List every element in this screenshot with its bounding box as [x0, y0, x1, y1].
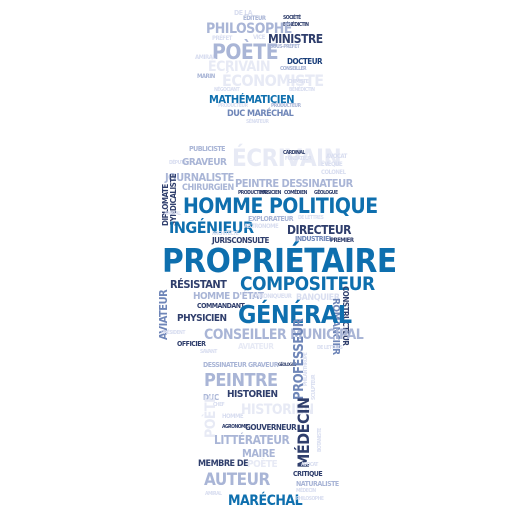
- word: GÉOLOGUE: [278, 362, 297, 367]
- word: COMPOSITEUR: [240, 273, 375, 295]
- word: PRODUCTEUR: [238, 190, 268, 196]
- word: ÉVÊQUE: [321, 161, 343, 168]
- word: VICE: [253, 34, 265, 41]
- word: ÉCRIVAIN: [232, 144, 342, 172]
- word: PROPRIÉTAIRE: [162, 241, 397, 280]
- word: PRODUCTEUR: [271, 103, 301, 109]
- word: DÉPUTÉ: [169, 160, 186, 166]
- word: BÉNÉDICTIN: [289, 87, 315, 93]
- word: AUTEUR: [204, 470, 270, 490]
- word: DOCTEUR: [287, 57, 323, 66]
- word: ÉCRIVAIN: [208, 59, 271, 75]
- word: DESSINATEUR GRAVEUR: [203, 361, 279, 369]
- word: BÉNÉDICTIN: [283, 22, 309, 28]
- word: PHILOSOPHE: [296, 496, 324, 502]
- word: POÈTE: [203, 394, 219, 438]
- word: MEMBRE DE: [198, 459, 249, 469]
- word: INGÉNIEUR: [169, 218, 254, 237]
- word: RÉSISTANT: [170, 278, 227, 291]
- word: DE LETTRES: [298, 215, 324, 221]
- word: ÉCONOMISTE: [222, 71, 324, 90]
- word: JURISCONSULTE: [212, 236, 269, 245]
- word: AVOCAT: [326, 153, 347, 160]
- word: CHRONIQUEUR: [252, 293, 292, 300]
- word: PREMIER: [330, 237, 354, 244]
- word: COMÉDIEN: [284, 190, 307, 196]
- word: SÉNATEUR: [246, 119, 269, 125]
- word: INDUSTRIEL: [295, 235, 333, 243]
- word: MÉDECIN: [294, 397, 313, 468]
- word: HOMME POLITIQUE: [183, 194, 378, 218]
- word: DUC MARÉCHAL: [227, 109, 294, 119]
- word: CONSEILLER MUNICIPAL: [204, 327, 364, 343]
- word: SOCIÉTÉ: [283, 15, 301, 21]
- word: BANQUIER: [296, 293, 340, 303]
- word: PUBLICISTE: [189, 145, 225, 153]
- word: LITTÉRATEUR: [214, 433, 290, 447]
- word: GRAVEUR: [182, 157, 227, 168]
- word: AVOCAT: [301, 462, 318, 468]
- word: BOTANISTE: [317, 428, 323, 452]
- word: POÈTE: [247, 459, 278, 470]
- word: PRÉSIDENT: [161, 330, 185, 336]
- word: ÉDITEUR: [243, 15, 266, 22]
- word: ARCHITECTE: [212, 231, 239, 237]
- word: HISTORIEN: [241, 402, 314, 418]
- word: CHIMISTE: [288, 79, 309, 85]
- word: COMMANDANT: [197, 302, 245, 310]
- word: HOMME: [222, 413, 244, 420]
- word: PRODUCTEUR: [218, 103, 248, 109]
- word: NÉGOCIANT: [214, 87, 240, 93]
- word: CARDINAL: [283, 150, 305, 156]
- word: PRÉFET: [212, 35, 232, 42]
- word: MARÉCHAL: [228, 493, 303, 509]
- word: POÈTE: [212, 40, 279, 64]
- word: ASTRONOME: [244, 223, 279, 230]
- word: CONSEILLER: [280, 66, 307, 72]
- word: MATHÉMATICIEN: [209, 93, 295, 106]
- word: MINISTRE: [268, 32, 323, 46]
- word: GÉNÉRAL: [238, 300, 352, 329]
- word: AMIRAL: [164, 211, 181, 217]
- word: DUC: [203, 393, 219, 402]
- word: JOURNALISTE: [165, 171, 234, 184]
- word: MARIN: [197, 73, 215, 80]
- word: AMIRAL: [195, 54, 216, 61]
- word: OFFICIER: [177, 340, 206, 348]
- word: PHILOSOPHE: [206, 21, 292, 37]
- word: PEINTRE DESSINATEUR: [235, 177, 353, 190]
- word: HISTORIEN: [227, 389, 278, 400]
- word: FONDATEUR: [285, 156, 312, 162]
- word: HOMME D'ÉTAT: [193, 291, 264, 302]
- word: DE LETTRES: [317, 345, 343, 351]
- word: PHYSICIEN: [177, 313, 227, 324]
- word: AMIRAL: [205, 491, 222, 497]
- word: NATURALISTE: [296, 480, 339, 488]
- word: CHIRURGIEN: [182, 183, 234, 193]
- word: MÉDECIN: [296, 488, 316, 494]
- word: DE LA: [234, 9, 253, 17]
- word: GOUVERNEUR: [245, 423, 297, 432]
- word: AGRONOME: [222, 424, 248, 430]
- word: MUSICIEN: [260, 190, 281, 196]
- word: PEINTRE: [204, 370, 278, 391]
- word: CRITIQUE: [293, 470, 323, 478]
- word: GÉOLOGUE: [314, 190, 338, 196]
- word: SOUS-PRÉFET: [270, 44, 300, 50]
- word: SCULPTEUR: [311, 374, 317, 400]
- word: MAIRE: [242, 447, 276, 460]
- word: EXPLORATEUR: [248, 215, 294, 223]
- word: COLONEL: [321, 169, 346, 176]
- word: PHILANTHROPE: [303, 352, 309, 386]
- word: SAVANT: [200, 349, 217, 355]
- word: DIRECTEUR: [287, 223, 351, 237]
- word: AVIATEUR: [238, 342, 274, 351]
- word: CHEF: [213, 402, 225, 408]
